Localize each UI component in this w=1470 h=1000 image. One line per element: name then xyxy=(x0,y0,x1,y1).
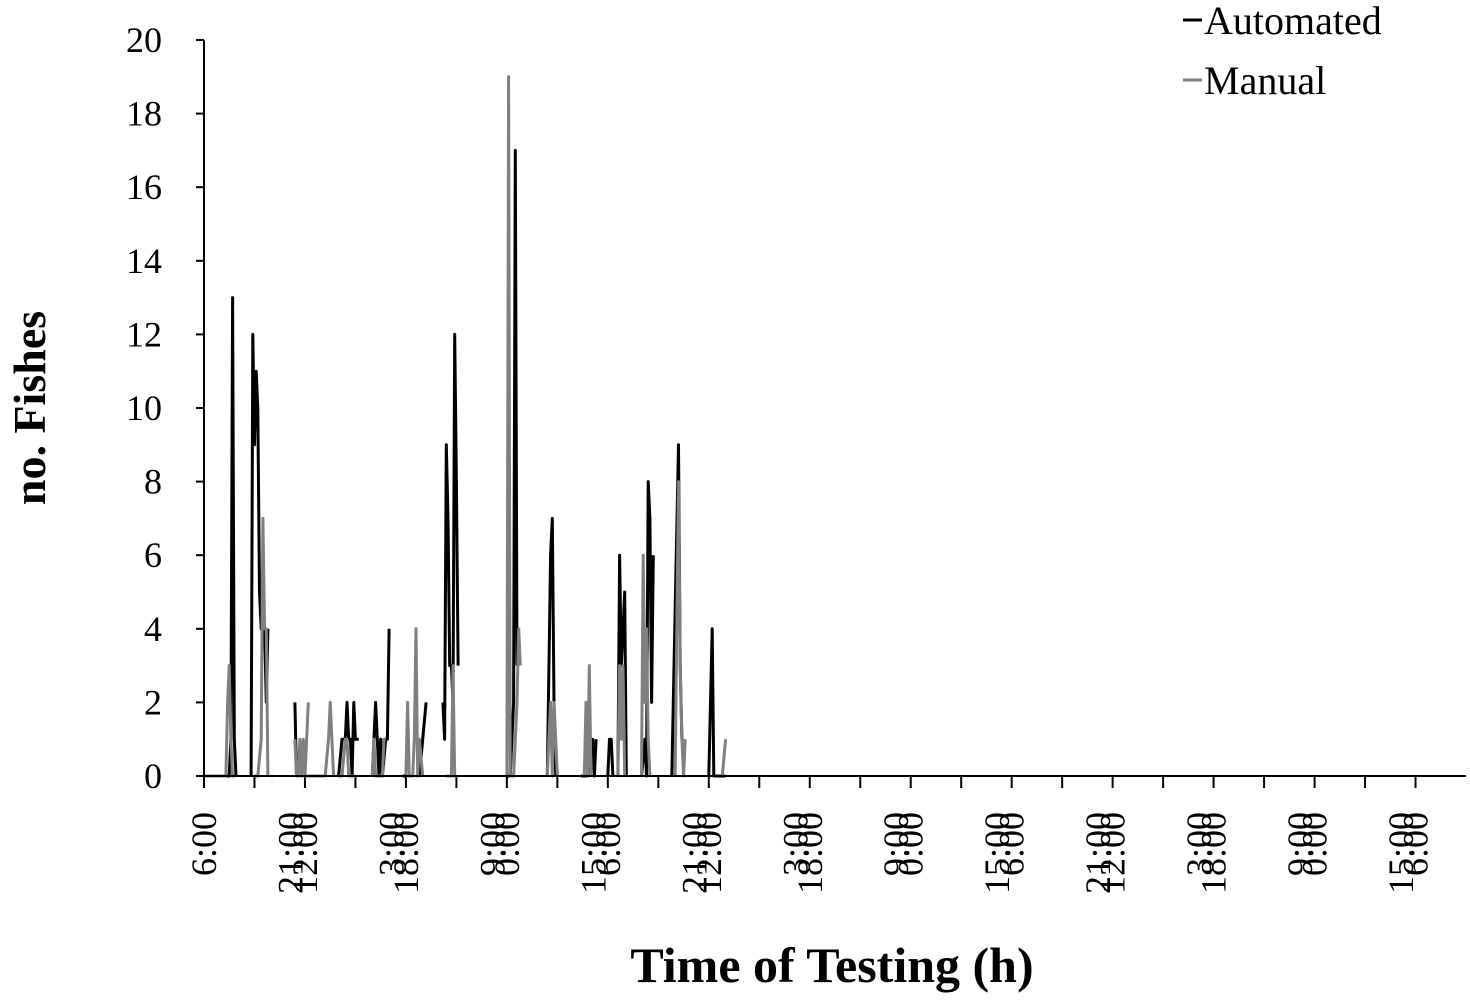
series-line-automated xyxy=(640,480,655,778)
x-tick-label: 0:00 xyxy=(487,812,527,876)
y-tick-label: 14 xyxy=(126,241,162,281)
x-tick-label: 15:00 xyxy=(977,812,1017,894)
x-tick-label: 6:00 xyxy=(1396,812,1436,876)
series-line-manual xyxy=(446,664,457,778)
x-tick-label: 18:00 xyxy=(1194,812,1234,894)
x-tick-label: 12:00 xyxy=(689,812,729,894)
series-line-automated xyxy=(606,737,615,777)
x-tick-label: 0:00 xyxy=(891,812,931,876)
x-tick-label: 6:00 xyxy=(588,812,628,876)
series-line-manual xyxy=(720,739,728,777)
series-line-automated xyxy=(337,700,359,778)
y-tick-label: 10 xyxy=(126,388,162,428)
y-tick-label: 0 xyxy=(144,756,162,796)
y-axis-title: no. Fishes xyxy=(4,311,55,505)
series-line-manual xyxy=(254,516,270,778)
x-tick-label: 12:00 xyxy=(285,812,325,894)
x-tick-label: 6:00 xyxy=(992,812,1032,876)
series-line-manual xyxy=(616,664,627,777)
x-tick-label: 15:00 xyxy=(573,812,613,894)
y-tick-label: 2 xyxy=(144,682,162,722)
y-axis-ticks: 0 2 4 6 8 10 12 14 16 18 20 xyxy=(126,20,204,796)
series-line-manual xyxy=(505,75,522,778)
y-tick-label: 20 xyxy=(126,20,162,60)
x-tick-label: 18:00 xyxy=(386,812,426,894)
legend-label-automated: Automated xyxy=(1204,0,1382,43)
x-tick-label: 21:00 xyxy=(1078,812,1118,894)
x-tick-label: 6:00 xyxy=(184,812,224,876)
x-tick-label: 21:00 xyxy=(270,812,310,894)
legend: Automated Manual xyxy=(1183,0,1382,103)
x-tick-label: 21:00 xyxy=(674,812,714,894)
x-tick-label: 9:00 xyxy=(1280,812,1320,876)
series-line-automated xyxy=(249,332,270,777)
legend-label-manual: Manual xyxy=(1204,58,1326,103)
series-line-manual xyxy=(404,627,425,778)
y-tick-label: 18 xyxy=(126,94,162,134)
series-line-automated xyxy=(616,553,628,777)
series-lines xyxy=(204,75,728,778)
y-tick-label: 4 xyxy=(144,609,162,649)
series-line-automated xyxy=(441,332,460,741)
x-tick-label: 18:00 xyxy=(790,812,830,894)
y-tick-label: 8 xyxy=(144,462,162,502)
x-axis-title: Time of Testing (h) xyxy=(630,937,1033,993)
y-tick-label: 16 xyxy=(126,167,162,207)
series-line-manual xyxy=(640,553,652,777)
x-tick-label: 0:00 xyxy=(1295,812,1335,876)
x-tick-label: 9:00 xyxy=(472,812,512,876)
x-tick-label: 3:00 xyxy=(1179,812,1219,876)
y-tick-label: 6 xyxy=(144,535,162,575)
x-tick-label: 9:00 xyxy=(876,812,916,876)
series-line-manual xyxy=(673,480,687,778)
x-tick-label: 12:00 xyxy=(1093,812,1133,894)
series-line-manual xyxy=(582,664,593,778)
series-line-automated xyxy=(370,628,391,778)
y-tick-label: 12 xyxy=(126,314,162,354)
x-tick-label: 3:00 xyxy=(371,812,411,876)
x-tick-label: 3:00 xyxy=(775,812,815,876)
x-tick-label: 15:00 xyxy=(1381,812,1421,894)
series-line-manual xyxy=(545,700,559,778)
